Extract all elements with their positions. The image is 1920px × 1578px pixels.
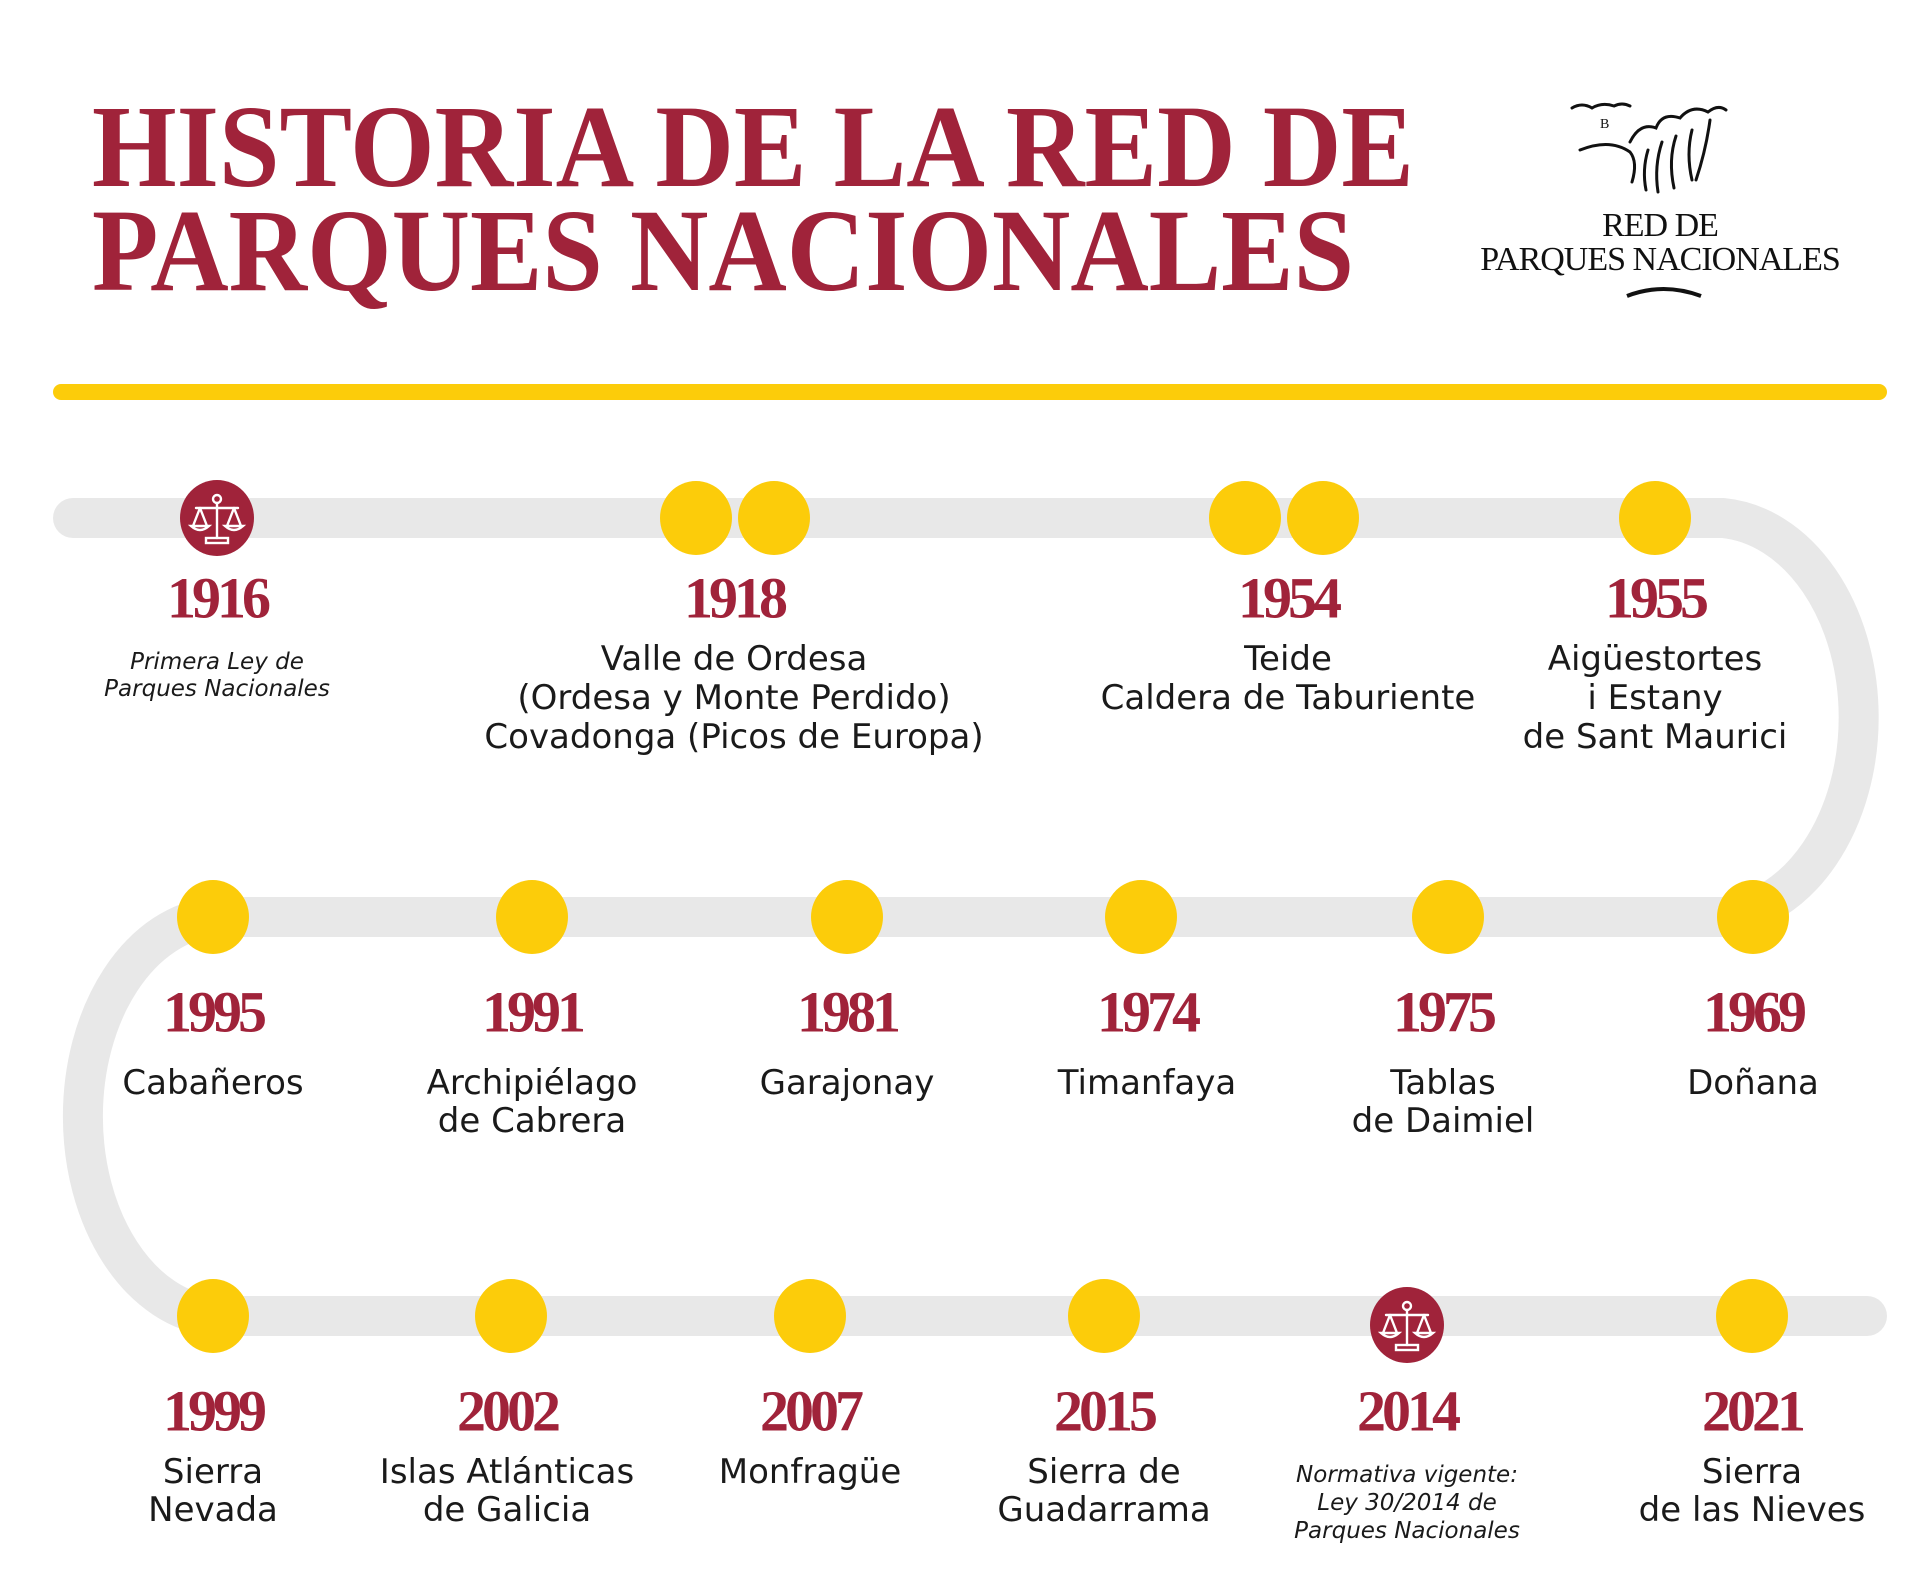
event-description: Guadarrama	[997, 1490, 1211, 1530]
event-year: 1954	[1238, 565, 1342, 631]
title-line-2: PARQUES NACIONALES	[92, 185, 1354, 316]
timeline-dot	[1412, 880, 1484, 954]
event-description: Sierra	[1701, 1452, 1803, 1492]
timeline-dot	[738, 481, 810, 555]
event-year: 1991	[482, 979, 586, 1045]
event-year: 1995	[163, 979, 267, 1045]
timeline-dot	[811, 880, 883, 954]
event-description: Parques Nacionales	[104, 676, 330, 702]
event-year: 1974	[1097, 979, 1201, 1045]
law-scale-icon	[180, 480, 254, 556]
event-description: Parques Nacionales	[1294, 1518, 1520, 1544]
event-description: Sierra de	[1027, 1452, 1181, 1492]
event-year: 2021	[1702, 1378, 1806, 1444]
logo-swoosh-icon	[1626, 287, 1702, 298]
event-year: 1969	[1703, 979, 1807, 1045]
event-year: 1955	[1605, 565, 1709, 631]
title-line-1: HISTORIA DE LA RED DE	[92, 81, 1414, 212]
event-description: de Galicia	[422, 1490, 592, 1530]
event-year: 1975	[1393, 979, 1497, 1045]
page-title: HISTORIA DE LA RED DE PARQUES NACIONALES	[92, 81, 1414, 316]
event-year: 1916	[167, 565, 271, 631]
event-description: Aigüestortes	[1547, 639, 1763, 679]
event-description: Caldera de Taburiente	[1100, 678, 1476, 718]
timeline-dot	[1209, 481, 1281, 555]
svg-text:B: B	[1600, 117, 1609, 132]
waterfall-logo-icon: B	[1570, 102, 1728, 194]
event-description: (Ordesa y Monte Perdido)	[517, 678, 951, 718]
event-description: de Daimiel	[1351, 1101, 1535, 1141]
timeline-dot	[177, 880, 249, 954]
timeline-dot	[1716, 1279, 1788, 1353]
event-description: Garajonay	[759, 1063, 935, 1103]
event-description: de Sant Maurici	[1522, 717, 1788, 757]
event-description: Normativa vigente:	[1296, 1462, 1518, 1488]
timeline-dot	[1105, 880, 1177, 954]
timeline-dot	[496, 880, 568, 954]
logo-text-line-1: RED DE	[1602, 207, 1719, 244]
event-year: 2014	[1357, 1378, 1461, 1444]
logo-text-line-2: PARQUES NACIONALES	[1480, 241, 1841, 278]
event-description: i Estany	[1587, 678, 1723, 718]
timeline-dot	[1717, 880, 1789, 954]
event-year: 1981	[797, 979, 901, 1045]
timeline-dot	[177, 1279, 249, 1353]
timeline-dot	[1619, 481, 1691, 555]
event-description: Teide	[1244, 639, 1332, 679]
event-description: de las Nieves	[1638, 1490, 1866, 1530]
timeline-dot	[1287, 481, 1359, 555]
timeline-dot	[1068, 1279, 1140, 1353]
event-description: Valle de Ordesa	[600, 639, 868, 679]
event-year: 2015	[1054, 1378, 1158, 1444]
event-year: 2007	[760, 1378, 864, 1444]
logo: B RED DE PARQUES NACIONALES	[1440, 90, 1880, 310]
event-description: Ley 30/2014 de	[1317, 1490, 1497, 1516]
event-year: 1999	[163, 1378, 267, 1444]
timeline-dot	[774, 1279, 846, 1353]
divider-bar	[53, 384, 1887, 400]
event-description: de Cabrera	[437, 1101, 627, 1141]
event-description: Primera Ley de	[130, 649, 304, 675]
event-description: Islas Atlánticas	[379, 1452, 635, 1492]
event-description: Covadonga (Picos de Europa)	[484, 717, 984, 757]
event-description: Monfragüe	[718, 1452, 902, 1492]
event-year: 2002	[457, 1378, 561, 1444]
event-description: Archipiélago	[426, 1063, 638, 1103]
event-description: Cabañeros	[122, 1063, 304, 1103]
event-description: Nevada	[148, 1490, 278, 1530]
event-description: Doñana	[1687, 1063, 1819, 1103]
event-year: 1918	[684, 565, 788, 631]
law-scale-icon	[1370, 1287, 1444, 1363]
timeline-dot	[475, 1279, 547, 1353]
event-description: Tablas	[1390, 1063, 1496, 1103]
timeline-dot	[660, 481, 732, 555]
event-description: Sierra	[162, 1452, 264, 1492]
event-description: Timanfaya	[1057, 1063, 1237, 1103]
